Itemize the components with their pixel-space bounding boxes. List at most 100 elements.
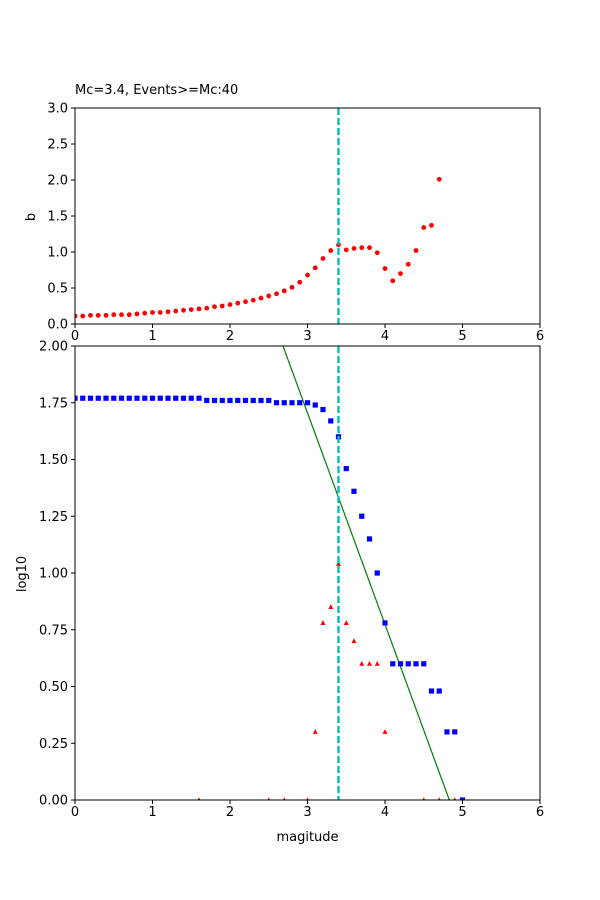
cumulative-point xyxy=(111,395,117,401)
b-value-point xyxy=(312,265,318,271)
b-value-point xyxy=(188,307,194,312)
noncumulative-point xyxy=(382,729,388,734)
x-tick-label: 4 xyxy=(381,329,389,344)
x-tick-label: 3 xyxy=(303,805,311,820)
cumulative-point xyxy=(320,406,326,413)
chart-title: Mc=3.4, Events>=Mc:40 xyxy=(75,83,238,98)
cumulative-point xyxy=(266,397,272,404)
log10-y-axis-label: log10 xyxy=(15,556,30,592)
cumulative-point xyxy=(343,465,349,472)
cumulative-point xyxy=(204,397,210,404)
noncumulative-point xyxy=(374,661,380,666)
axes-frame xyxy=(74,107,541,325)
cumulative-point xyxy=(273,400,280,406)
cumulative-point xyxy=(95,395,101,401)
cumulative-point xyxy=(281,400,287,406)
b-value-point xyxy=(351,246,357,251)
noncumulative-point xyxy=(422,797,426,800)
y-tick-label: 1.25 xyxy=(39,510,68,525)
b-value-point xyxy=(367,245,372,251)
cumulative-point xyxy=(134,395,140,401)
x-tick-label: 5 xyxy=(458,805,466,820)
noncumulative-point xyxy=(312,729,318,734)
noncumulative-point xyxy=(336,561,341,566)
b-value-point xyxy=(103,312,109,318)
cumulative-point xyxy=(351,488,357,494)
b-value-point xyxy=(359,245,365,251)
b-value-point xyxy=(390,278,396,284)
b-value-point xyxy=(297,279,303,285)
cumulative-point xyxy=(374,570,380,576)
b-value-point xyxy=(126,312,132,318)
b-value-point xyxy=(250,297,256,303)
b-value-point xyxy=(405,261,411,267)
noncumulative-point xyxy=(453,797,457,800)
b-value-point xyxy=(95,312,101,318)
y-tick-label: 0.5 xyxy=(47,282,68,297)
x-tick-label: 0 xyxy=(71,805,79,820)
b-value-point xyxy=(429,222,434,228)
y-tick-label: 2.5 xyxy=(47,138,68,153)
cumulative-point xyxy=(157,395,163,401)
x-tick-label: 5 xyxy=(458,329,466,344)
cumulative-point xyxy=(397,661,404,667)
b-value-point xyxy=(258,295,264,301)
y-tick-label: 0.0 xyxy=(47,318,68,333)
b-value-point xyxy=(227,302,233,307)
b-value-point xyxy=(382,266,388,271)
b-value-point xyxy=(328,248,334,253)
b-value-point xyxy=(235,300,241,306)
cumulative-point xyxy=(258,397,264,404)
y-tick-label: 1.0 xyxy=(47,246,68,261)
cumulative-point xyxy=(250,397,256,404)
x-axis-label: magitude xyxy=(276,830,338,845)
x-tick-label: 0 xyxy=(71,329,79,344)
cumulative-point xyxy=(312,402,318,408)
x-tick-label: 2 xyxy=(226,329,234,344)
b-value-point xyxy=(150,310,155,315)
cumulative-point xyxy=(173,395,179,401)
x-tick-label: 2 xyxy=(226,805,234,820)
y-tick-label: 0.00 xyxy=(39,794,68,809)
b-value-point xyxy=(413,248,419,253)
cumulative-point xyxy=(87,395,94,401)
cumulative-point xyxy=(180,395,187,401)
cumulative-point xyxy=(149,395,156,401)
cumulative-point xyxy=(196,395,202,401)
x-tick-label: 3 xyxy=(303,329,311,344)
x-tick-label: 6 xyxy=(536,329,544,344)
cumulative-point xyxy=(80,395,86,401)
cumulative-point xyxy=(436,688,442,694)
cumulative-point xyxy=(297,400,303,406)
b-value-point xyxy=(173,308,179,314)
cumulative-point xyxy=(126,395,132,401)
b-value-point xyxy=(111,312,117,318)
y-tick-label: 2.0 xyxy=(47,174,68,189)
y-tick-label: 3.0 xyxy=(47,102,68,117)
b-value-point xyxy=(436,176,442,182)
cumulative-point xyxy=(428,688,435,694)
b-value-point xyxy=(421,225,427,230)
b-plot-area: 0 1 2 3 4 5 6 0.0 0.5 1.0 1.5 2.0 2.5 3.0 xyxy=(47,102,544,345)
b-value-point xyxy=(274,291,279,297)
b-value-point xyxy=(243,299,248,305)
cumulative-point xyxy=(405,661,411,667)
b-value-point xyxy=(157,310,163,315)
noncumulative-point xyxy=(367,661,372,666)
noncumulative-point xyxy=(343,620,349,625)
b-value-point xyxy=(281,288,287,294)
cumulative-point xyxy=(219,397,225,404)
noncumulative-point xyxy=(328,604,334,610)
b-value-point xyxy=(204,305,210,311)
cumulative-point xyxy=(289,400,295,406)
b-value-point xyxy=(219,303,225,309)
b-value-point xyxy=(196,306,202,312)
x-tick-label: 1 xyxy=(148,805,156,820)
log10-plot-area: 0 1 2 3 4 5 6 0.00 0.25 0.50 0.75 1.00 1.25 1.50 1.75 2… xyxy=(39,340,544,821)
b-value-point xyxy=(266,293,272,299)
noncumulative-point xyxy=(359,661,365,666)
cumulative-point xyxy=(382,620,388,626)
cumulative-point xyxy=(118,395,125,401)
b-value-chart: Mc=3.4, Events>=Mc:40 0 1 2 3 4 5 6 0.0 0.5 1.0 1.… xyxy=(24,83,544,344)
cumulative-point xyxy=(242,397,249,404)
